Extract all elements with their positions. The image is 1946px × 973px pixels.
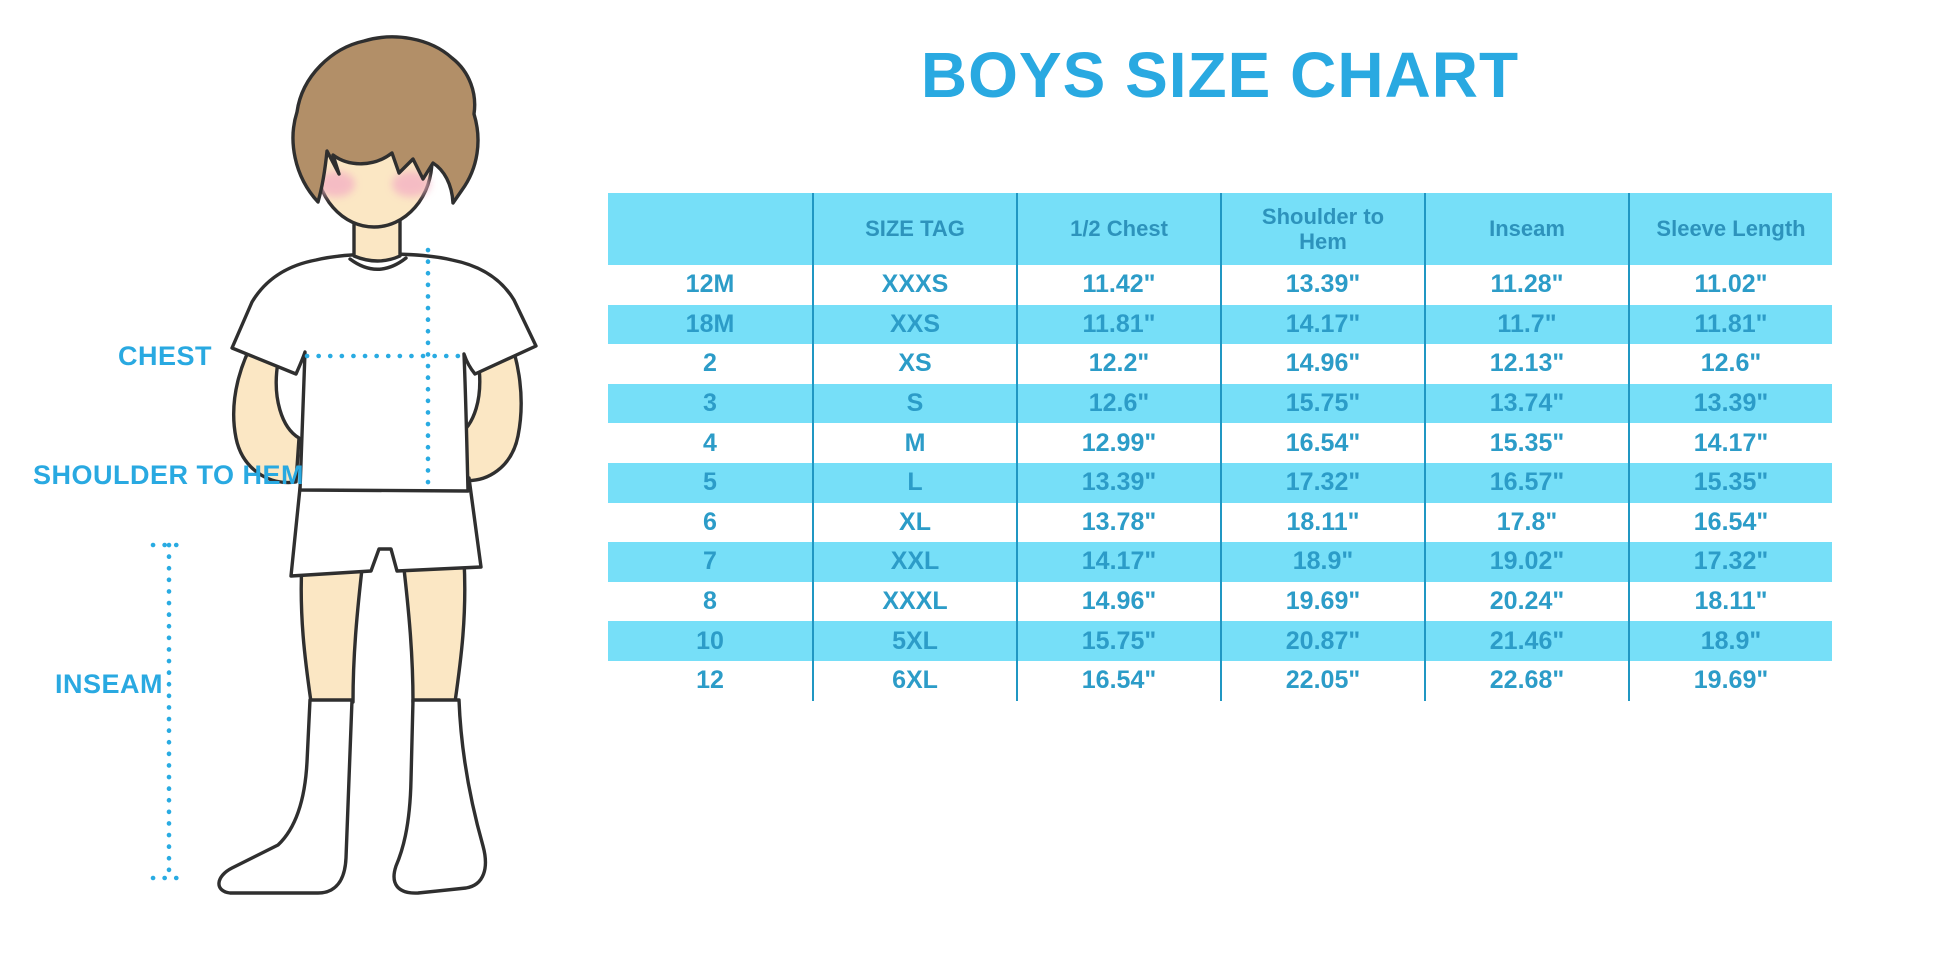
table-cell: 12.6" [1016,383,1220,424]
table-cell: 12.99" [1016,423,1220,463]
table-cell: 6 [608,502,812,543]
table-cell: 17.8" [1424,502,1628,543]
table-cell: 11.81" [1628,304,1832,345]
table-cell: 18.11" [1628,581,1832,622]
table-cell: 15.75" [1220,383,1424,424]
header-cell: 1/2 Chest [1016,193,1220,265]
boy-shorts [289,476,483,578]
table-cell: 16.54" [1016,660,1220,701]
table-cell: 14.96" [1220,344,1424,384]
header-cell: Sleeve Length [1628,193,1832,265]
table-cell: 11.02" [1628,265,1832,305]
table-cell: 8 [608,581,812,622]
measurement-lines [150,247,466,881]
table-cell: 12.2" [1016,344,1220,384]
table-cell: 6XL [812,660,1016,701]
table-cell: 17.32" [1628,542,1832,582]
table-cell: 14.96" [1016,581,1220,622]
boy-right-leg [401,558,467,704]
table-cell: 3 [608,383,812,424]
table-cell: 13.39" [1220,265,1424,305]
table-cell: 22.05" [1220,660,1424,701]
table-cell: 4 [608,423,812,463]
table-cell: 19.69" [1220,581,1424,622]
header-cell: Shoulder to Hem [1220,193,1424,265]
table-cell: XXL [812,542,1016,582]
table-cell: 12M [608,265,812,305]
table-cell: 10 [608,621,812,661]
table-cell: 11.28" [1424,265,1628,305]
boy-tshirt [230,252,538,493]
table-cell: 16.54" [1628,502,1832,543]
boy-right-sock [392,698,488,895]
table-cell: 11.42" [1016,265,1220,305]
table-cell: S [812,383,1016,424]
table-cell: 7 [608,542,812,582]
boy-hair [291,35,480,205]
table-cell: 18.11" [1220,502,1424,543]
header-cell [608,193,812,265]
header-cell: Inseam [1424,193,1628,265]
table-cell: 14.17" [1016,542,1220,582]
table-cell: 11.7" [1424,304,1628,345]
table-cell: 13.39" [1016,462,1220,503]
table-cell: 21.46" [1424,621,1628,661]
boy-illustration [150,35,538,895]
table-cell: 22.68" [1424,660,1628,701]
header-cell: SIZE TAG [812,193,1016,265]
table-cell: 12 [608,660,812,701]
table-cell: 14.17" [1628,423,1832,463]
table-cell: 17.32" [1220,462,1424,503]
table-cell: XXXS [812,265,1016,305]
table-cell: XS [812,344,1016,384]
boy-left-arm [232,326,301,485]
table-cell: 13.39" [1628,383,1832,424]
table-cell: 15.75" [1016,621,1220,661]
shoulder-to-hem-label: SHOULDER TO HEM [33,460,305,490]
table-cell: 12.6" [1628,344,1832,384]
inseam-label: INSEAM [55,669,164,699]
table-cell: 11.81" [1016,304,1220,345]
table-cell: 12.13" [1424,344,1628,384]
boy-collar-line [348,256,408,271]
boy-left-sock [217,698,354,895]
table-cell: L [812,462,1016,503]
table-cell: 19.02" [1424,542,1628,582]
table-cell: 20.87" [1220,621,1424,661]
table-cell: 2 [608,344,812,384]
size-table: SIZE TAG 1/2 Chest Shoulder to Hem Inseam Sl… [608,193,1832,701]
table-cell: 15.35" [1424,423,1628,463]
table-cell: XXXL [812,581,1016,622]
table-cell: 19.69" [1628,660,1832,701]
table-cell: XL [812,502,1016,543]
table-cell: 18.9" [1628,621,1832,661]
boy-blush-left [317,171,355,197]
table-cell: 18.9" [1220,542,1424,582]
table-cell: 20.24" [1424,581,1628,622]
chest-label: CHEST [118,341,213,371]
page-title: BOYS SIZE CHART [920,39,1520,111]
table-cell: 15.35" [1628,462,1832,503]
table-cell: 16.54" [1220,423,1424,463]
table-cell: 16.57" [1424,462,1628,503]
table-cell: M [812,423,1016,463]
table-cell: 18M [608,304,812,345]
boy-left-leg [299,558,365,704]
table-cell: 13.74" [1424,383,1628,424]
table-cell: XXS [812,304,1016,345]
table-cell: 13.78" [1016,502,1220,543]
table-cell: 14.17" [1220,304,1424,345]
table-cell: 5XL [812,621,1016,661]
table-cell: 5 [608,462,812,503]
